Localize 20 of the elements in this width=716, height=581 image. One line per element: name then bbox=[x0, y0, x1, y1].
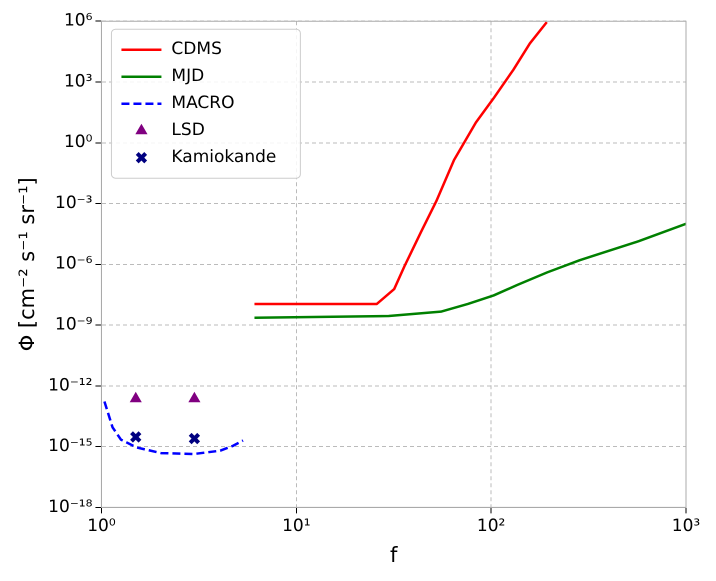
x-tick-label: 10² bbox=[476, 516, 506, 536]
x-tick-label: 10⁰ bbox=[87, 516, 116, 536]
x-axis-title: f bbox=[390, 542, 398, 567]
y-tick-label: 10⁰ bbox=[64, 132, 93, 152]
y-tick-label: 10³ bbox=[64, 71, 92, 92]
y-tick-label: 10⁻¹² bbox=[48, 375, 92, 396]
legend-label: MACRO bbox=[171, 93, 234, 114]
legend-label: CDMS bbox=[171, 39, 222, 60]
y-tick-label: 10⁻⁶ bbox=[55, 254, 93, 274]
y-axis-title: Φ [cm⁻² s⁻¹ sr⁻¹] bbox=[15, 177, 40, 352]
x-tick-label: 10¹ bbox=[282, 516, 311, 536]
y-tick-label: 10⁻¹⁵ bbox=[48, 436, 92, 456]
legend-label: Kamiokande bbox=[171, 147, 276, 168]
y-tick-label: 10⁻³ bbox=[55, 192, 92, 213]
y-tick-label: 10⁻¹⁸ bbox=[48, 496, 93, 517]
x-tick-label: 10³ bbox=[672, 516, 700, 536]
y-tick-label: 10⁻⁹ bbox=[55, 314, 93, 334]
legend-label: LSD bbox=[171, 120, 205, 140]
legend-label: MJD bbox=[171, 66, 204, 86]
y-tick-label: 10⁶ bbox=[64, 10, 93, 31]
